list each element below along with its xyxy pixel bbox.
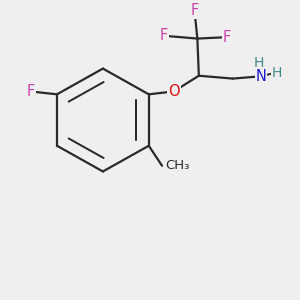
Text: N: N bbox=[255, 69, 266, 84]
Text: H: H bbox=[254, 56, 264, 70]
Text: O: O bbox=[168, 84, 180, 99]
Text: F: F bbox=[26, 84, 34, 99]
Text: H: H bbox=[272, 66, 282, 80]
Text: CH₃: CH₃ bbox=[165, 159, 189, 172]
Text: F: F bbox=[159, 28, 168, 43]
Text: F: F bbox=[190, 2, 199, 17]
Text: F: F bbox=[223, 30, 231, 45]
